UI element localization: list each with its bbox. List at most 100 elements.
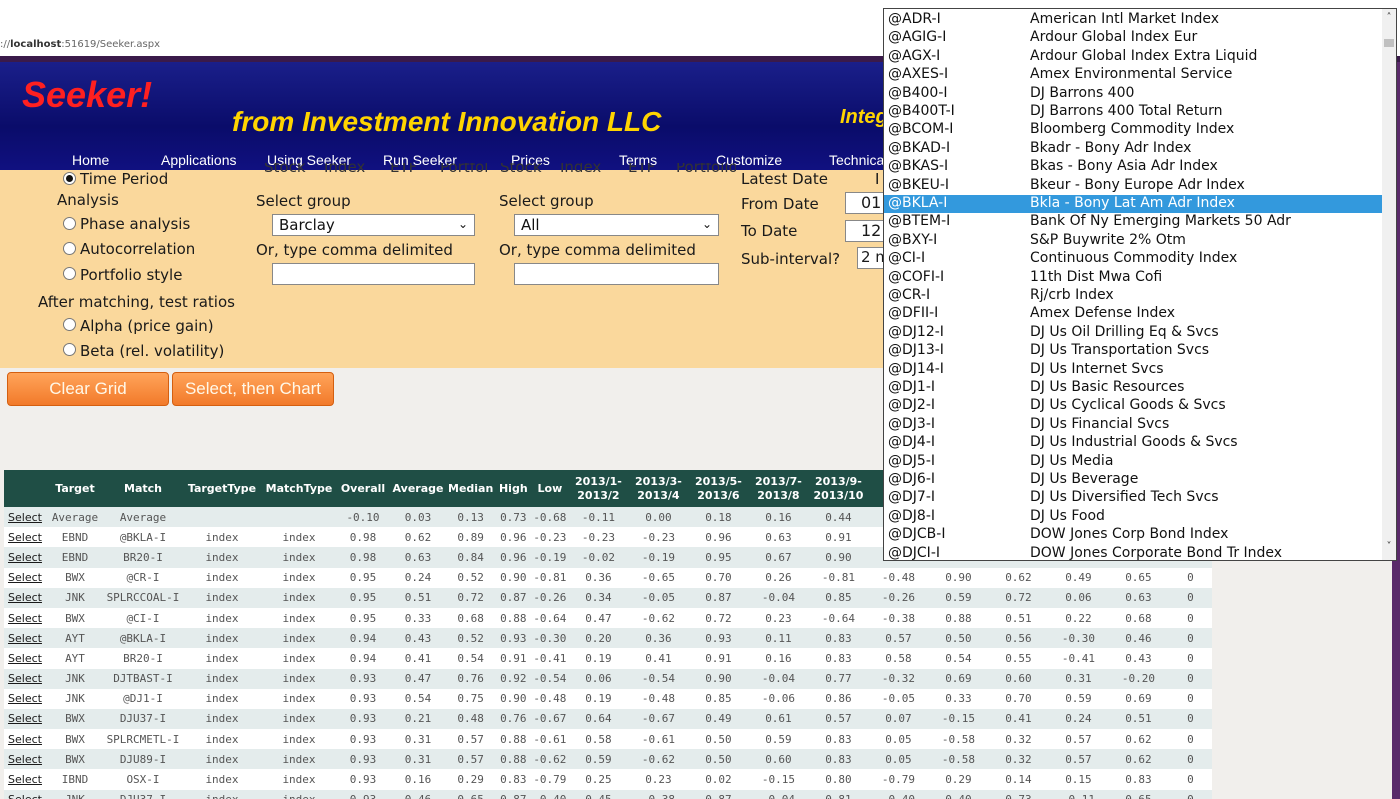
to-date-input[interactable]: 12 — [845, 220, 895, 242]
group-select-1[interactable]: Barclay ⌄ — [272, 214, 475, 236]
clear-grid-button[interactable]: Clear Grid — [7, 372, 169, 406]
dropdown-scrollbar[interactable]: ˄ ˅ — [1382, 9, 1396, 560]
dropdown-option[interactable]: @B400T-I DJ Barrons 400 Total Return — [884, 103, 1382, 121]
dropdown-option[interactable]: @BXY-I S&P Buywrite 2% Otm — [884, 232, 1382, 250]
nav-using-seeker[interactable]: Using Seeker — [267, 152, 352, 168]
nav-technical[interactable]: Technica — [829, 152, 885, 168]
nav-run-seeker[interactable]: Run Seeker — [383, 152, 457, 168]
table-row: Select AYT @BKLA-I index index 0.94 0.43 0.52 0.… — [4, 628, 1213, 649]
dropdown-option[interactable]: @BKAD-I Bkadr - Bony Adr Index — [884, 140, 1382, 158]
grid-cell: index — [182, 607, 262, 629]
select-row-link[interactable]: Select — [4, 648, 46, 669]
dropdown-option[interactable]: @DJ4-I DJ Us Industrial Goods & Svcs — [884, 434, 1382, 452]
nav-home[interactable]: Home — [72, 152, 110, 168]
dropdown-option[interactable]: @BKEU-I Bkeur - Bony Europe Adr Index — [884, 177, 1382, 195]
dropdown-option[interactable]: @COFI-I 11th Dist Mwa Cofi — [884, 269, 1382, 287]
grid-cell: 0.02 — [688, 769, 749, 790]
grid-cell: -0.68 — [531, 507, 569, 528]
nav-customize[interactable]: Customize — [716, 152, 783, 168]
option-code: @ADR-I — [888, 11, 941, 27]
nav-applications[interactable]: Applications — [161, 152, 237, 168]
dropdown-option[interactable]: @BKLA-I Bkla - Bony Lat Am Adr Index — [884, 195, 1382, 214]
grid-cell: BWX — [46, 708, 104, 730]
dropdown-option[interactable]: @AGX-I Ardour Global Index Extra Liquid — [884, 48, 1382, 66]
grid-cell: -0.64 — [531, 607, 569, 629]
chevron-up-icon[interactable]: ˄ — [1386, 12, 1392, 23]
nav-prices[interactable]: Prices — [511, 152, 550, 168]
select-row-link[interactable]: Select — [4, 587, 46, 608]
grid-cell: -0.54 — [531, 668, 569, 689]
group-select-2[interactable]: All ⌄ — [514, 214, 719, 236]
dropdown-option[interactable]: @BCOM-I Bloomberg Commodity Index — [884, 121, 1382, 139]
grid-cell: 0 — [1168, 769, 1213, 790]
dropdown-option[interactable]: @CR-I Rj/crb Index — [884, 287, 1382, 305]
dropdown-option[interactable]: @ADR-I American Intl Market Index — [884, 11, 1382, 29]
dropdown-option[interactable]: @DJ3-I DJ Us Financial Svcs — [884, 416, 1382, 434]
grid-cell: 0.94 — [336, 628, 390, 649]
grid-cell: 0.61 — [748, 708, 809, 730]
chevron-down-icon[interactable]: ˅ — [1386, 541, 1392, 552]
select-row-link[interactable]: Select — [4, 708, 46, 730]
grid-cell: 0 — [1168, 789, 1213, 799]
dropdown-option[interactable]: @DJ8-I DJ Us Food — [884, 508, 1382, 526]
grid-cell: 0.87 — [495, 789, 532, 799]
select-row-link[interactable]: Select — [4, 769, 46, 790]
select-row-link[interactable]: Select — [4, 607, 46, 629]
dropdown-option[interactable]: @DJ12-I DJ Us Oil Drilling Eq & Svcs — [884, 324, 1382, 342]
dropdown-option[interactable]: @DJCB-I DOW Jones Corp Bond Index — [884, 526, 1382, 544]
option-code: @DJ14-I — [888, 360, 944, 377]
dropdown-option[interactable]: @DJ5-I DJ Us Media — [884, 453, 1382, 471]
grid-cell: -0.30 — [1048, 628, 1109, 649]
dropdown-option[interactable]: @DJ6-I DJ Us Beverage — [884, 471, 1382, 489]
dropdown-option[interactable]: @DJ13-I DJ Us Transportation Svcs — [884, 342, 1382, 360]
select-row-link[interactable]: Select — [4, 668, 46, 689]
radio-beta[interactable] — [63, 343, 76, 356]
grid-cell: 0.16 — [748, 648, 809, 669]
radio-portfolio-style[interactable] — [63, 267, 76, 280]
dropdown-option[interactable]: @DJCI-I DOW Jones Corporate Bond Tr Index — [884, 545, 1382, 560]
brand-logo[interactable]: Seeker! — [22, 74, 153, 115]
grid-cell: 0.31 — [1048, 668, 1109, 689]
option-name: Continuous Commodity Index — [1030, 250, 1238, 267]
dropdown-option[interactable]: @DJ2-I DJ Us Cyclical Goods & Svcs — [884, 397, 1382, 415]
radio-alpha[interactable] — [63, 318, 76, 331]
grid-cell: 0.95 — [336, 607, 390, 629]
grid-cell: 0.19 — [568, 688, 629, 709]
option-name: DJ Us Food — [1030, 507, 1105, 524]
select-row-link[interactable]: Select — [4, 688, 46, 709]
select-row-link[interactable]: Select — [4, 567, 46, 588]
symbol-dropdown-list[interactable]: @ADR-I American Intl Market Index @AGIG-I A… — [883, 8, 1397, 561]
symbols-input-1[interactable] — [272, 263, 475, 285]
radio-phase-analysis[interactable] — [63, 217, 76, 230]
select-row-link[interactable]: Select — [4, 789, 46, 799]
select-row-link[interactable]: Select — [4, 749, 46, 770]
select-row-link[interactable]: Select — [4, 507, 46, 528]
select-row-link[interactable]: Select — [4, 628, 46, 649]
sub-header-stock: Stock — [264, 163, 306, 173]
symbols-input-2[interactable] — [514, 263, 719, 285]
select-row-link[interactable]: Select — [4, 527, 46, 548]
dropdown-option[interactable]: @AXES-I Amex Environmental Service — [884, 66, 1382, 84]
dropdown-option[interactable]: @DJ14-I DJ Us Internet Svcs — [884, 361, 1382, 379]
select-row-link[interactable]: Select — [4, 547, 46, 568]
dropdown-option[interactable]: @DJ1-I DJ Us Basic Resources — [884, 379, 1382, 397]
grid-header-cell: 2013/1- 2013/2 — [568, 470, 629, 507]
table-row: Select BWX @CI-I index index 0.95 0.33 0.68 0.88… — [4, 607, 1213, 629]
dropdown-option[interactable]: @AGIG-I Ardour Global Index Eur — [884, 29, 1382, 47]
dropdown-option[interactable]: @B400-I DJ Barrons 400 — [884, 85, 1382, 103]
radio-autocorrelation[interactable] — [63, 242, 76, 255]
dropdown-option[interactable]: @DJ7-I DJ Us Diversified Tech Svcs — [884, 489, 1382, 507]
grid-cell: 0.52 — [446, 567, 496, 588]
dropdown-option[interactable]: @BTEM-I Bank Of Ny Emerging Markets 50 Ad… — [884, 213, 1382, 231]
grid-cell: 0.18 — [688, 507, 749, 528]
radio-time-period[interactable] — [63, 172, 76, 185]
select-row-link[interactable]: Select — [4, 729, 46, 750]
dropdown-option[interactable]: @CI-I Continuous Commodity Index — [884, 250, 1382, 268]
grid-cell: 0.91 — [808, 527, 869, 548]
grid-cell: 0.88 — [495, 749, 532, 770]
dropdown-option[interactable]: @DFII-I Amex Defense Index — [884, 305, 1382, 323]
select-then-chart-button[interactable]: Select, then Chart — [172, 372, 334, 406]
dropdown-option[interactable]: @BKAS-I Bkas - Bony Asia Adr Index — [884, 158, 1382, 176]
nav-terms[interactable]: Terms — [619, 152, 658, 168]
scrollbar-thumb[interactable] — [1384, 39, 1394, 47]
